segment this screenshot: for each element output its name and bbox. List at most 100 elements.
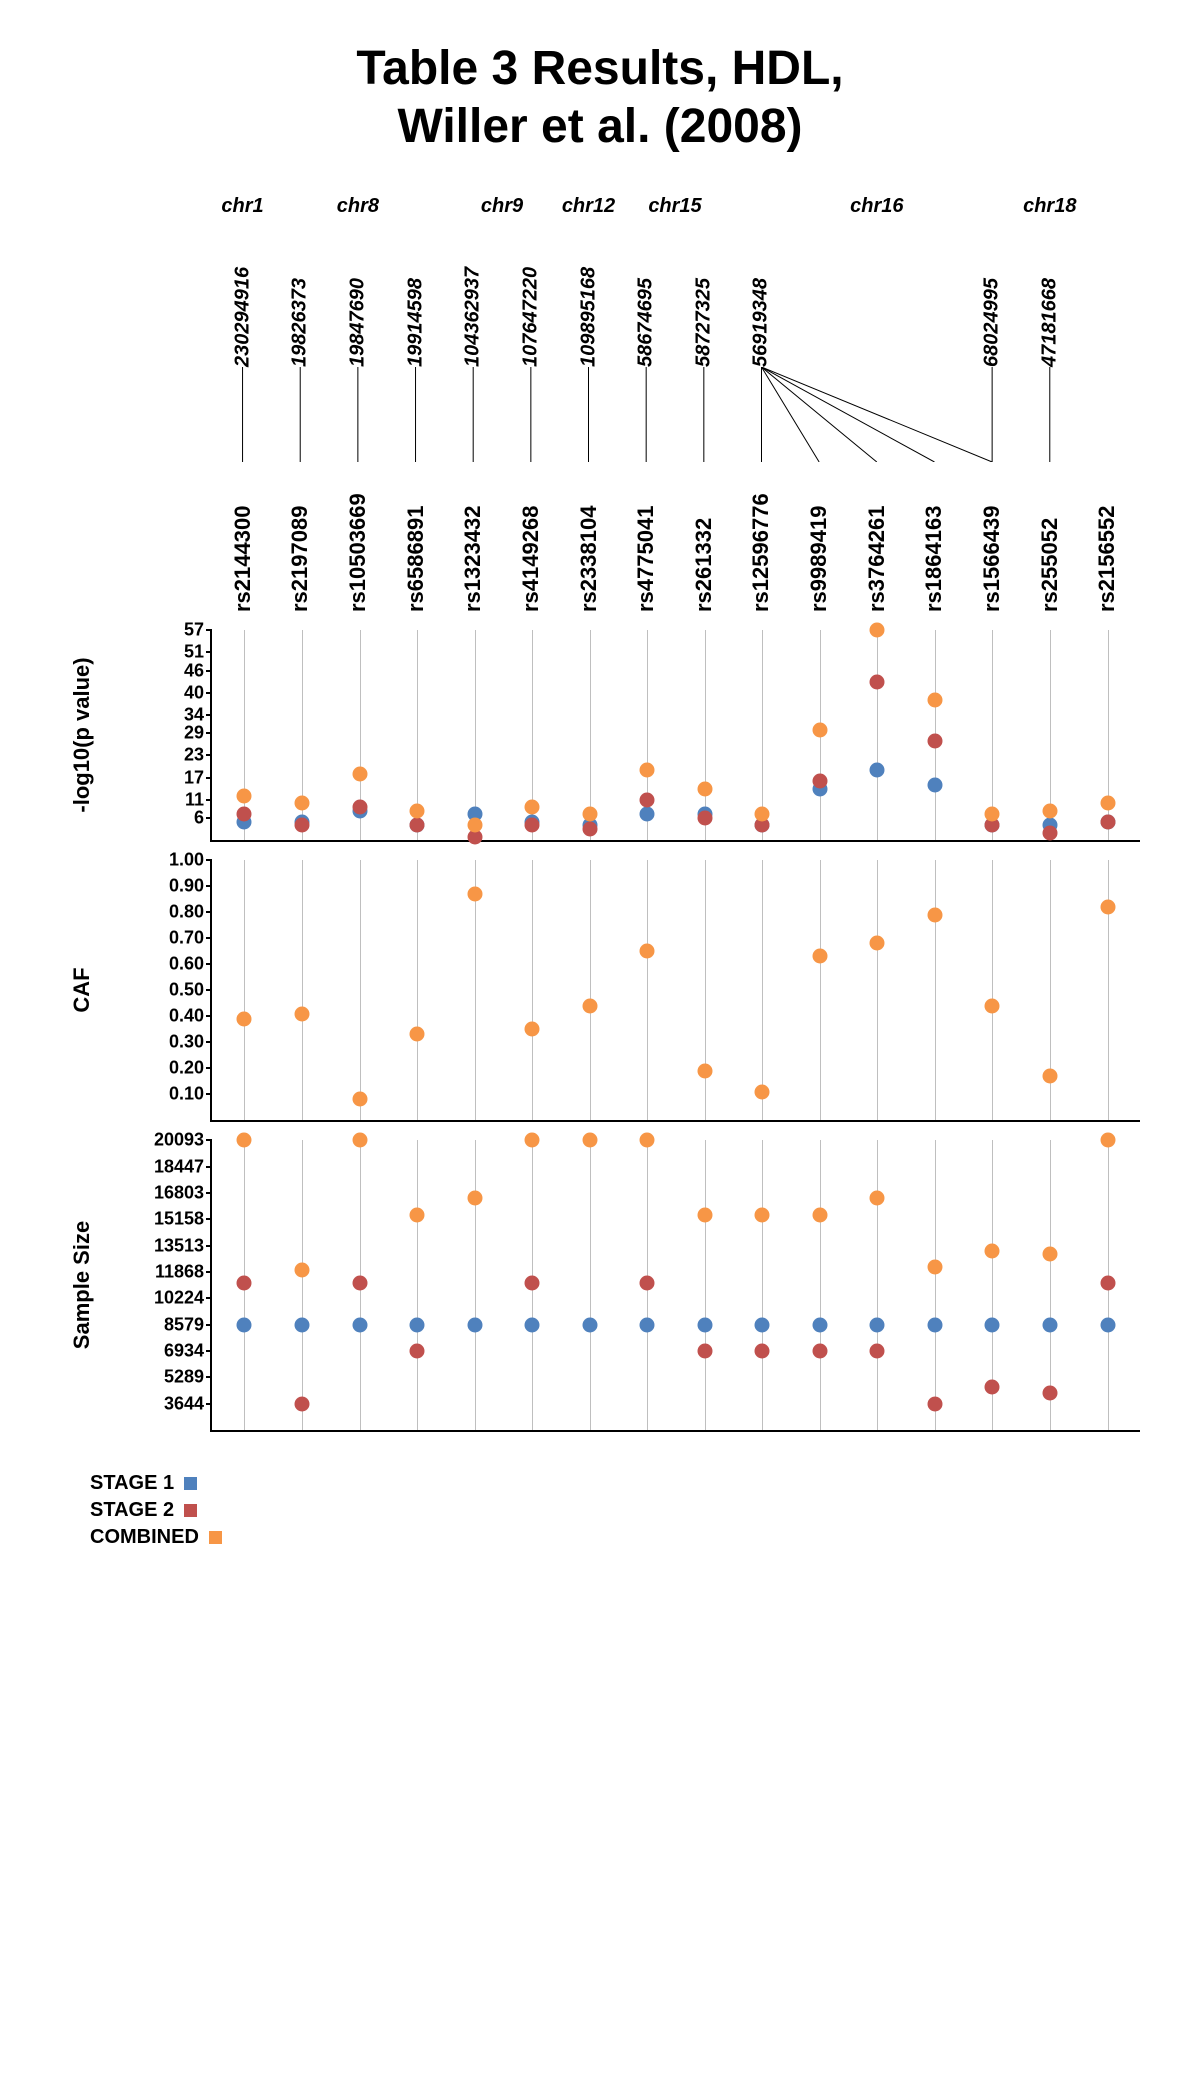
data-point xyxy=(1100,1275,1115,1290)
y-tick-mark xyxy=(206,937,212,939)
data-point xyxy=(525,800,540,815)
position-label: 19914598 xyxy=(404,278,427,367)
data-point xyxy=(697,811,712,826)
y-tick-mark xyxy=(206,629,212,631)
gridline xyxy=(417,860,418,1120)
gridline xyxy=(590,860,591,1120)
data-point xyxy=(927,777,942,792)
data-point xyxy=(410,1208,425,1223)
gridline xyxy=(532,860,533,1120)
y-tick-mark xyxy=(206,1192,212,1194)
data-point xyxy=(812,949,827,964)
position-label: 107647220 xyxy=(519,267,542,367)
data-point xyxy=(582,1133,597,1148)
data-point xyxy=(467,887,482,902)
gridline xyxy=(935,1140,936,1430)
data-point xyxy=(697,1317,712,1332)
data-point xyxy=(410,1317,425,1332)
gridline xyxy=(244,860,245,1120)
data-point xyxy=(582,1317,597,1332)
gridline xyxy=(475,1140,476,1430)
data-point xyxy=(582,807,597,822)
data-point xyxy=(352,1317,367,1332)
data-point xyxy=(697,781,712,796)
data-point xyxy=(640,1275,655,1290)
data-point xyxy=(525,1275,540,1290)
data-point xyxy=(640,1133,655,1148)
data-point xyxy=(352,1133,367,1148)
column-header-zone: chr1chr8chr9chr12chr15chr16chr18 2302949… xyxy=(210,195,1140,612)
y-tick-mark xyxy=(206,651,212,653)
data-point xyxy=(697,1208,712,1223)
position-label: 104362937 xyxy=(462,267,485,367)
gridline xyxy=(762,860,763,1120)
y-tick-mark xyxy=(206,754,212,756)
y-tick-label: 8579 xyxy=(164,1314,212,1335)
gridline xyxy=(417,1140,418,1430)
data-point xyxy=(295,1396,310,1411)
y-tick-mark xyxy=(206,1015,212,1017)
gridline xyxy=(302,1140,303,1430)
y-tick-mark xyxy=(206,732,212,734)
data-point xyxy=(295,1262,310,1277)
connector-lines xyxy=(210,367,1140,462)
snp-label: rs1323432 xyxy=(460,506,486,612)
legend-swatch xyxy=(209,1531,222,1544)
y-tick-mark xyxy=(206,799,212,801)
chromosome-label: chr1 xyxy=(221,195,263,218)
chromosome-labels-row: chr1chr8chr9chr12chr15chr16chr18 xyxy=(210,195,1140,217)
y-tick-label: 18447 xyxy=(154,1156,212,1177)
snp-label: rs9989419 xyxy=(806,506,832,612)
gridline xyxy=(877,1140,878,1430)
data-point xyxy=(237,807,252,822)
data-point xyxy=(640,763,655,778)
data-point xyxy=(755,807,770,822)
snp-labels-row: rs2144300rs2197089rs10503669rs6586891rs1… xyxy=(210,462,1140,612)
y-axis-label: Sample Size xyxy=(69,1221,95,1349)
data-point xyxy=(237,788,252,803)
gridline xyxy=(302,860,303,1120)
title-line-1: Table 3 Results, HDL, xyxy=(30,40,1170,98)
data-point xyxy=(295,1006,310,1021)
y-tick-mark xyxy=(206,1218,212,1220)
data-point xyxy=(812,1317,827,1332)
data-point xyxy=(927,907,942,922)
gridline xyxy=(935,860,936,1120)
legend-item: COMBINED xyxy=(90,1526,1170,1549)
data-point xyxy=(582,822,597,837)
position-label: 230294916 xyxy=(231,267,254,367)
data-point xyxy=(755,1208,770,1223)
data-point xyxy=(755,1084,770,1099)
y-tick-mark xyxy=(206,989,212,991)
data-point xyxy=(1100,1133,1115,1148)
data-point xyxy=(410,803,425,818)
data-point xyxy=(870,623,885,638)
data-point xyxy=(467,1190,482,1205)
legend-item: STAGE 1 xyxy=(90,1472,1170,1495)
data-point xyxy=(755,1344,770,1359)
y-tick-mark xyxy=(206,963,212,965)
legend-swatch xyxy=(184,1504,197,1517)
snp-label: rs1864163 xyxy=(921,506,947,612)
data-point xyxy=(640,792,655,807)
position-label: 19826373 xyxy=(289,278,312,367)
y-tick-mark xyxy=(206,670,212,672)
y-tick-mark xyxy=(206,817,212,819)
data-point xyxy=(812,1208,827,1223)
chromosome-label: chr15 xyxy=(648,195,701,218)
chromosome-label: chr9 xyxy=(481,195,523,218)
gridline xyxy=(877,860,878,1120)
data-point xyxy=(295,796,310,811)
snp-label: rs1566439 xyxy=(979,506,1005,612)
y-tick-mark xyxy=(206,714,212,716)
y-tick-mark xyxy=(206,1324,212,1326)
y-tick-label: 15158 xyxy=(154,1209,212,1230)
y-tick-label: 6934 xyxy=(164,1341,212,1362)
data-point xyxy=(1100,796,1115,811)
y-tick-label: 3644 xyxy=(164,1393,212,1414)
data-point xyxy=(525,1022,540,1037)
data-point xyxy=(985,1317,1000,1332)
gridline xyxy=(705,860,706,1120)
y-tick-mark xyxy=(206,911,212,913)
data-point xyxy=(697,1344,712,1359)
